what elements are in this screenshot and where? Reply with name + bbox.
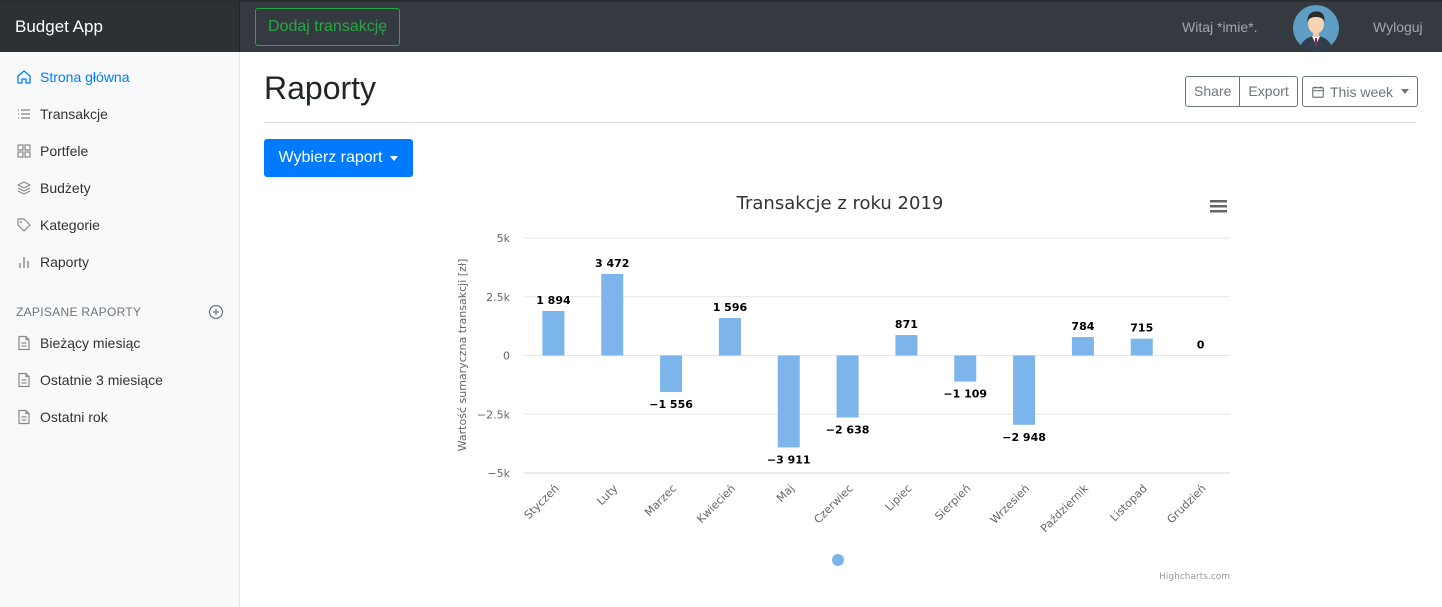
y-tick-label: 5k: [497, 232, 511, 245]
report-chart: Transakcje z roku 2019 Wartość sumaryczn…: [440, 185, 1240, 585]
sidebar-item-label: Budżety: [40, 180, 91, 196]
y-axis-title: Wartość sumaryczna transakcji [zł]: [456, 259, 469, 452]
bar-Październik[interactable]: [1071, 337, 1094, 356]
bar-Listopad[interactable]: [1130, 338, 1153, 356]
x-tick-label: Luty: [594, 482, 620, 508]
sidebar-item-label: Kategorie: [40, 217, 100, 233]
file-icon: [18, 335, 30, 351]
file-icon: [18, 372, 30, 388]
saved-report-label: Ostatnie 3 miesiące: [40, 372, 163, 388]
data-label: 0: [1197, 339, 1205, 352]
chart-title: Transakcje z roku 2019: [736, 193, 944, 214]
tag-icon: [17, 218, 31, 232]
x-tick-label: Lipiec: [883, 482, 915, 514]
bar-Sierpień[interactable]: [954, 355, 977, 382]
data-label: 1 894: [536, 294, 571, 307]
share-button[interactable]: Share: [1185, 76, 1241, 107]
sidebar-item-label: Portfele: [40, 143, 89, 159]
logout-link[interactable]: Wyloguj: [1373, 19, 1423, 35]
sidebar-item-reports[interactable]: Raporty: [16, 252, 89, 272]
bar-Kwiecień[interactable]: [718, 317, 741, 356]
sidebar: Strona główna Transakcje Portfele Budżet…: [0, 52, 240, 607]
page-title: Raporty: [264, 70, 377, 106]
period-dropdown[interactable]: This week: [1302, 76, 1419, 107]
x-tick-label: Czerwiec: [811, 482, 855, 526]
chevron-down-icon: [390, 155, 399, 161]
data-label: 3 472: [595, 257, 629, 270]
sidebar-item-wallets[interactable]: Portfele: [16, 141, 88, 161]
saved-report-current-month[interactable]: Bieżący miesiąc: [16, 333, 140, 353]
data-label: 871: [895, 318, 918, 331]
data-label: −2 948: [1002, 431, 1046, 444]
x-tick-label: Maj: [774, 482, 797, 505]
y-tick-label: 2.5k: [486, 291, 510, 304]
saved-report-label: Bieżący miesiąc: [40, 335, 141, 351]
sidebar-item-label: Transakcje: [40, 106, 108, 122]
saved-report-last-3-months[interactable]: Ostatnie 3 miesiące: [16, 370, 163, 390]
brand-link[interactable]: Budget App: [0, 2, 240, 52]
grid-icon: [17, 144, 31, 158]
bar-Wrzesień[interactable]: [1013, 355, 1036, 425]
hamburger-menu-icon[interactable]: [1206, 199, 1230, 215]
data-label: 715: [1130, 322, 1153, 335]
legend-dot[interactable]: [832, 554, 844, 566]
credits-link[interactable]: Highcharts.com: [1159, 572, 1230, 582]
data-label: 784: [1071, 320, 1094, 333]
x-tick-label: Styczeń: [522, 482, 562, 522]
x-tick-label: Listopad: [1108, 482, 1150, 524]
sidebar-item-categories[interactable]: Kategorie: [16, 215, 100, 235]
export-button[interactable]: Export: [1240, 76, 1298, 107]
avatar[interactable]: [1293, 5, 1339, 51]
bar-chart-icon: [19, 257, 29, 268]
period-label: This week: [1330, 83, 1394, 100]
bar-Czerwiec[interactable]: [836, 355, 859, 418]
bar-Maj[interactable]: [777, 355, 800, 448]
bar-Luty[interactable]: [601, 273, 624, 356]
data-label: −1 556: [649, 398, 693, 411]
choose-report-label: Wybierz raport: [278, 149, 383, 166]
sidebar-item-label: Raporty: [40, 254, 90, 270]
file-icon: [18, 409, 30, 425]
share-export-group: Share Export: [1185, 76, 1298, 107]
user-avatar-icon: [1293, 5, 1339, 51]
sidebar-item-budgets[interactable]: Budżety: [16, 178, 91, 198]
bar-Styczeń[interactable]: [542, 310, 565, 356]
x-tick-label: Kwiecień: [694, 482, 738, 526]
y-tick-label: −2.5k: [477, 408, 511, 421]
sidebar-item-transactions[interactable]: Transakcje: [16, 104, 108, 124]
layers-icon: [17, 181, 31, 195]
data-label: −3 911: [767, 453, 811, 466]
calendar-icon: [1312, 85, 1324, 98]
y-tick-label: 0: [503, 350, 510, 363]
top-navbar: Budget App Dodaj transakcję Witaj *imie*…: [0, 0, 1442, 52]
saved-report-last-year[interactable]: Ostatni rok: [16, 407, 108, 427]
home-icon: [17, 70, 31, 84]
y-tick-label: −5k: [487, 467, 510, 480]
data-label: −1 109: [943, 388, 987, 401]
saved-reports-heading: ZAPISANE RAPORTY: [16, 305, 142, 319]
plus-circle-icon[interactable]: [208, 304, 224, 320]
x-tick-label: Sierpień: [932, 482, 973, 523]
greeting-text: Witaj *imie*.: [1182, 19, 1258, 35]
bar-Lipiec[interactable]: [895, 335, 918, 356]
add-transaction-button[interactable]: Dodaj transakcję: [255, 8, 401, 46]
data-label: −2 638: [826, 423, 870, 436]
sidebar-item-home[interactable]: Strona główna: [16, 67, 130, 87]
sidebar-item-label: Strona główna: [40, 69, 130, 85]
choose-report-button[interactable]: Wybierz raport: [264, 139, 413, 177]
chart-canvas: Transakcje z roku 2019 Wartość sumaryczn…: [456, 193, 1230, 582]
chevron-down-icon: [1401, 89, 1410, 94]
x-tick-label: Grudzień: [1164, 482, 1208, 526]
divider: [264, 122, 1416, 123]
x-tick-label: Marzec: [642, 482, 679, 519]
saved-report-label: Ostatni rok: [40, 409, 108, 425]
bar-Marzec[interactable]: [660, 355, 683, 393]
x-tick-label: Październik: [1038, 481, 1091, 534]
x-tick-label: Wrzesień: [988, 482, 1033, 527]
data-label: 1 596: [713, 301, 748, 314]
list-icon: [18, 109, 30, 119]
